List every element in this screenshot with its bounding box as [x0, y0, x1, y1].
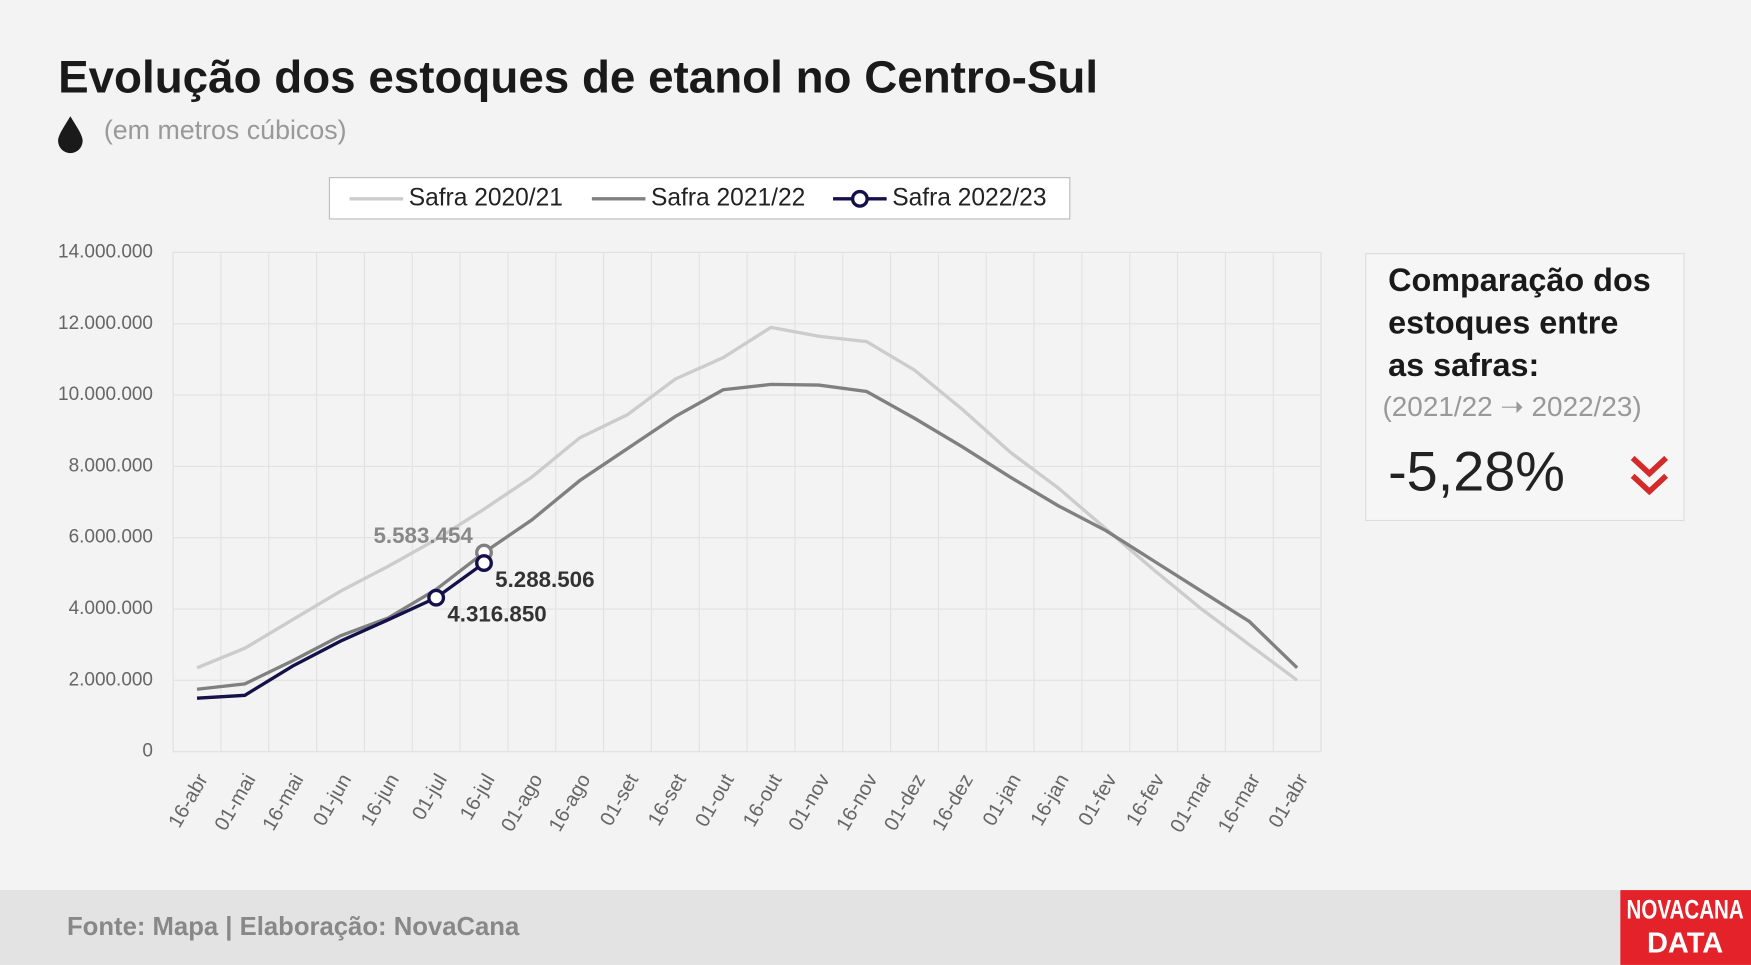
data-label: 4.316.850 [447, 601, 546, 626]
y-tick-label: 10.000.000 [58, 384, 153, 405]
y-tick-label: 14.000.000 [58, 241, 153, 262]
y-tick-label: 12.000.000 [58, 313, 153, 334]
chart-title: Evolução dos estoques de etanol no Centr… [58, 52, 1098, 103]
logo-text: DATA [1647, 927, 1723, 959]
drop-icon [58, 116, 83, 154]
comparison-value: -5,28% [1388, 440, 1565, 503]
data-label: 5.583.454 [373, 523, 473, 548]
logo [1620, 890, 1751, 965]
legend-label: Safra 2020/21 [409, 184, 563, 211]
comparison-title: Comparação dos [1388, 262, 1651, 298]
y-tick-label: 6.000.000 [69, 527, 153, 548]
comparison-title: estoques entre [1388, 305, 1618, 341]
comparison-period: (2021/22 ➝ 2022/23) [1382, 391, 1641, 422]
y-tick-label: 0 [142, 741, 153, 762]
legend-label: Safra 2021/22 [651, 184, 805, 211]
legend-label: Safra 2022/23 [892, 184, 1046, 211]
legend-marker [850, 189, 869, 208]
chart-subtitle: (em metros cúbicos) [104, 115, 347, 145]
legend-box [328, 177, 1071, 220]
point-marker [475, 554, 493, 572]
down-icon [1630, 455, 1669, 496]
logo-text: NOVACANA [1626, 894, 1743, 924]
footer-bar [0, 890, 1751, 965]
point-marker [427, 588, 446, 607]
comparison-title: as safras: [1388, 347, 1539, 383]
series-line [196, 382, 1299, 691]
data-label: 5.288.506 [495, 567, 594, 592]
y-tick-label: 2.000.000 [69, 669, 153, 690]
footer-source: Fonte: Mapa | Elaboração: NovaCana [67, 913, 520, 941]
comparison-box [1365, 253, 1685, 522]
y-tick-label: 8.000.000 [69, 455, 153, 476]
y-tick-label: 4.000.000 [69, 598, 153, 619]
